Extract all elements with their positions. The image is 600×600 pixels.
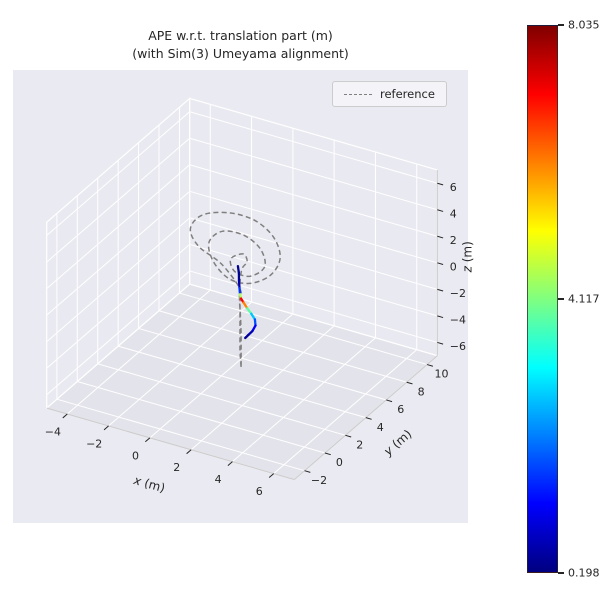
grid-line xyxy=(77,381,326,454)
tick-mark xyxy=(268,473,275,478)
grid-line xyxy=(158,310,407,383)
grid-line xyxy=(97,363,346,436)
tick-marks xyxy=(62,182,444,478)
grid-line xyxy=(46,190,190,316)
x-tick-label: 6 xyxy=(256,485,263,498)
tick-mark xyxy=(437,341,444,345)
grid-line xyxy=(189,190,438,264)
tick-mark xyxy=(437,235,444,239)
grid-line xyxy=(138,327,387,401)
z-tick-label: 0 xyxy=(450,260,457,273)
tick-mark xyxy=(365,417,372,420)
estimated-trajectory xyxy=(236,264,257,340)
grid-line xyxy=(46,164,190,290)
grid-lines xyxy=(46,104,438,474)
colorbar-gradient xyxy=(527,25,558,573)
y-tick-label: −2 xyxy=(311,474,327,487)
tick-mark xyxy=(437,182,444,186)
grid-line xyxy=(46,244,190,369)
legend: reference xyxy=(332,81,447,107)
colorbar-tick xyxy=(558,572,564,574)
estimated-trajectory-segment xyxy=(244,333,250,340)
colorbar-tick xyxy=(558,298,564,300)
colorbar-tick-label: 0.198 xyxy=(568,566,600,580)
chart-title-line1: APE w.r.t. translation part (m) xyxy=(148,28,333,43)
grid-line xyxy=(189,217,438,290)
grid-line xyxy=(189,164,438,237)
z-tick-label: 4 xyxy=(450,207,457,220)
x-tick-label: −4 xyxy=(45,425,61,438)
legend-label-reference: reference xyxy=(380,87,435,101)
z-tick-label: 6 xyxy=(450,181,457,194)
tick-mark xyxy=(406,381,413,385)
tick-mark xyxy=(103,425,109,431)
grid-line xyxy=(118,345,366,419)
tick-mark xyxy=(437,262,444,265)
grid-line xyxy=(46,111,190,236)
grid-line xyxy=(46,270,190,396)
x-tick-label: −2 xyxy=(86,437,102,450)
grid-line xyxy=(189,243,438,317)
colorbar-tick-label: 8.035 xyxy=(568,18,600,32)
reference-trajectory xyxy=(189,211,281,369)
colorbar-tick-label: 4.117 xyxy=(568,292,600,306)
grid-line xyxy=(179,292,428,366)
grid-line xyxy=(189,111,438,184)
tick-mark xyxy=(324,452,331,456)
tick-mark xyxy=(227,461,233,466)
tick-mark xyxy=(437,288,444,292)
tick-mark xyxy=(386,399,393,403)
x-axis-label: x (m) xyxy=(131,473,167,496)
tick-mark xyxy=(186,449,192,455)
z-axis-label: z (m) xyxy=(460,241,474,273)
y-tick-label: 2 xyxy=(356,439,363,452)
tick-mark xyxy=(304,470,311,473)
y-tick-label: 10 xyxy=(435,368,449,381)
tick-mark xyxy=(144,437,151,443)
z-tick-label: 2 xyxy=(450,234,457,247)
grid-line xyxy=(46,137,190,263)
legend-line-sample-reference xyxy=(344,93,372,95)
y-tick-label: 4 xyxy=(377,421,384,434)
z-tick-label: −2 xyxy=(450,287,466,300)
y-tick-label: 6 xyxy=(397,403,404,416)
colorbar: 8.035 4.117 0.198 xyxy=(527,19,600,580)
grid-line xyxy=(46,217,190,343)
y-tick-label: 0 xyxy=(336,456,343,469)
z-tick-label: −6 xyxy=(450,340,466,353)
tick-mark xyxy=(345,434,352,438)
grid-line xyxy=(189,137,438,211)
grid-line xyxy=(56,398,305,472)
x-tick-label: 2 xyxy=(173,461,180,474)
estimated-trajectory-segment xyxy=(237,279,241,290)
axis-line xyxy=(46,407,295,481)
x-tick-label: 4 xyxy=(215,473,222,486)
x-tick-label: 0 xyxy=(132,449,139,462)
grid-line xyxy=(189,270,438,343)
tick-mark xyxy=(437,315,444,319)
y-tick-label: 8 xyxy=(418,385,425,398)
tick-mark xyxy=(62,413,68,419)
z-tick-label: −4 xyxy=(450,314,466,327)
tick-mark xyxy=(437,209,444,212)
colorbar-tick xyxy=(558,24,564,26)
chart-title-line2: (with Sim(3) Umeyama alignment) xyxy=(132,46,349,62)
tick-mark xyxy=(426,364,434,367)
chart-title: APE w.r.t. translation part (m) (with Si… xyxy=(13,27,468,63)
